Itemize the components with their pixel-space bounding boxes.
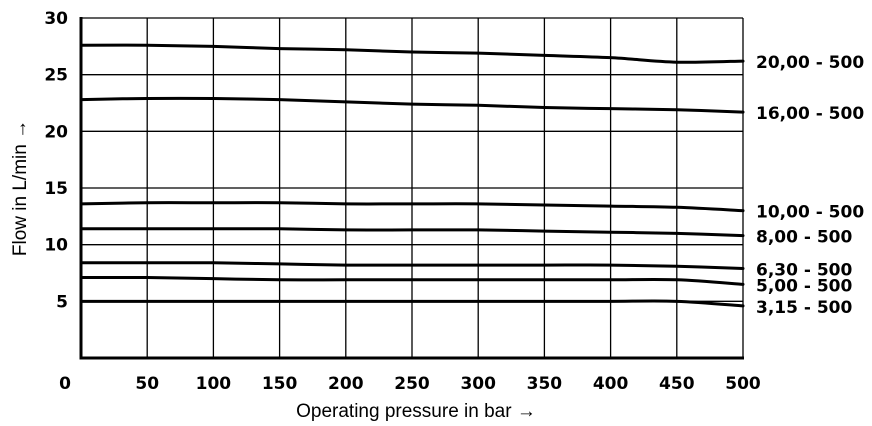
series-label: 3,15 - 500 (756, 298, 852, 318)
series-lines (79, 43, 745, 308)
series-line (79, 299, 745, 308)
y-tick-label: 15 (44, 179, 68, 199)
x-tick-label: 350 (527, 374, 563, 394)
series-label: 6,30 - 500 (756, 260, 852, 280)
x-axis-title: Operating pressure in bar → (296, 401, 536, 422)
y-tick-label: 30 (44, 9, 68, 29)
y-tick-label: 25 (44, 66, 68, 86)
series-line (79, 96, 745, 114)
x-tick-label: 200 (328, 374, 364, 394)
x-tick-label: 50 (135, 374, 159, 394)
x-tick-label: 300 (460, 374, 496, 394)
series-label: 8,00 - 500 (756, 228, 852, 248)
y-tick-label: 5 (56, 292, 68, 312)
series-line (79, 227, 745, 238)
x-tick-label: 500 (725, 374, 761, 394)
series-line (79, 275, 745, 286)
series-line (79, 261, 745, 270)
x-tick-label: 450 (659, 374, 695, 394)
series-line (79, 43, 745, 64)
series-label: 5,00 - 500 (756, 276, 852, 296)
series-line (79, 201, 745, 213)
series-labels: 20,00 - 500 16,00 - 500 10,00 - 500 8,00 - … (756, 53, 864, 318)
series-label: 10,00 - 500 (756, 203, 864, 223)
series-label: 16,00 - 500 (756, 104, 864, 124)
y-axis-title: Flow in L/min → (10, 120, 31, 256)
series-label: 20,00 - 500 (756, 53, 864, 73)
x-tick-label: 100 (196, 374, 232, 394)
x-tick-label: 250 (394, 374, 430, 394)
grid-lines (81, 18, 743, 358)
y-tick-label: 10 (44, 236, 68, 256)
tick-labels: 0 50 100 150 200 250 300 350 400 450 500 5 10 15 20 25 3… (44, 9, 761, 394)
x-tick-label: 400 (593, 374, 629, 394)
y-tick-label: 20 (44, 122, 68, 142)
axes (79, 17, 744, 360)
x-tick-label: 0 (59, 374, 71, 394)
x-tick-label: 150 (262, 374, 298, 394)
